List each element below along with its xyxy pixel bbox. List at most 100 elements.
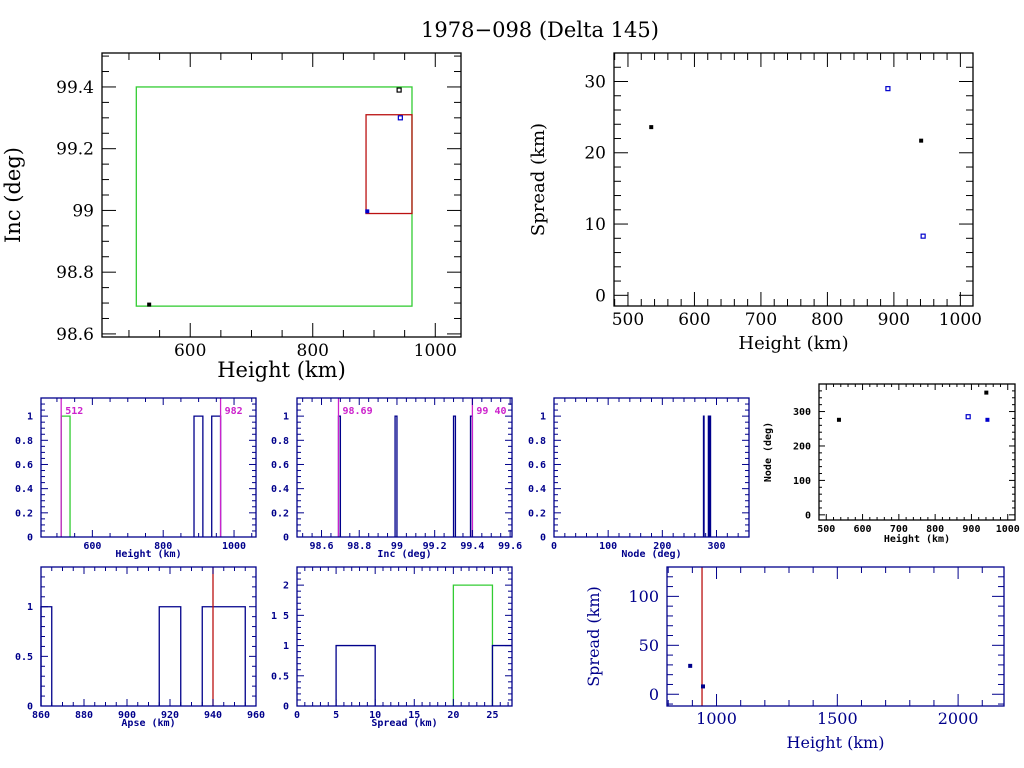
x-axis-label: Height (km)	[738, 333, 848, 354]
spread-vs-height-top-chart: 500 600 700 800 900 1000 0 10 20 30 Height (km) Spr…	[528, 52, 982, 354]
y-tick-label: 1	[283, 641, 289, 652]
plot-frame	[296, 566, 513, 707]
x-tick-label: 600	[83, 541, 101, 552]
x-axis-label: Node (deg)	[621, 549, 681, 560]
y-tick-label: 0	[805, 510, 811, 521]
data-point	[365, 209, 370, 214]
x-tick-label: 99.2	[423, 541, 447, 552]
y-axis-label: Spread (km)	[584, 586, 603, 687]
histogram-bar	[452, 584, 494, 706]
data-point	[649, 125, 654, 130]
x-tick-label: 15	[408, 710, 420, 721]
x-axis-label: Apse (km)	[121, 718, 175, 729]
x-tick-label: 100	[599, 541, 617, 552]
y-tick-label: 1	[27, 412, 33, 423]
plot-frame	[666, 566, 1005, 707]
y-tick-label: 0.8	[528, 436, 546, 447]
x-tick-label: 99	[391, 541, 403, 552]
data-point	[920, 233, 926, 239]
y-tick-label: 0.2	[271, 508, 289, 519]
y-tick-label: 1 5	[271, 611, 289, 622]
marker-label: 98.69	[342, 406, 372, 417]
node-histogram-chart: 0 100 200 300 0 0.2 0.4 0.6 0.8 1 Node (deg)	[528, 397, 750, 560]
x-tick-label: 10	[369, 710, 381, 721]
x-tick-label: 99.6	[498, 541, 522, 552]
y-tick-label: 0	[649, 685, 659, 704]
y-tick-label: 0	[540, 533, 546, 544]
y-tick-label: 99	[72, 201, 94, 221]
x-axis-label: Height (km)	[884, 533, 950, 545]
data-point	[396, 87, 402, 93]
data-point	[688, 663, 693, 668]
y-tick-label: 10	[584, 215, 606, 235]
spread-histogram-chart: 0 5 10 15 20 25 0 0.5 1 1 5 2 Spread (km)	[271, 566, 513, 729]
x-tick-label: 880	[75, 710, 93, 721]
data-point	[965, 414, 971, 420]
y-tick-label: 0.6	[271, 460, 289, 471]
x-tick-label: 500	[817, 524, 835, 535]
x-tick-label: 800	[297, 341, 329, 361]
x-tick-label: 1000	[939, 310, 982, 330]
apse-histogram-chart: 860 880 900 920 940 960 0 0.5 1 Apse (km)	[15, 566, 265, 729]
x-axis-label: Height (km)	[787, 733, 885, 752]
x-tick-label: 20	[447, 710, 459, 721]
y-tick-label: 1	[27, 602, 33, 613]
data-point	[919, 138, 924, 143]
data-point	[885, 86, 891, 92]
data-point	[397, 115, 403, 121]
x-tick-label: 0	[551, 541, 557, 552]
x-tick-label: 98.6	[309, 541, 333, 552]
y-tick-label: 0	[283, 702, 289, 713]
x-tick-label: 1000	[996, 524, 1020, 535]
x-axis-label: Height (km)	[115, 548, 181, 560]
x-tick-label: 1500	[817, 709, 858, 728]
y-tick-label: 0.8	[15, 436, 33, 447]
x-tick-label: 900	[878, 310, 910, 330]
x-tick-label: 0	[294, 710, 300, 721]
y-tick-label: 0.5	[15, 652, 33, 663]
marker-label: 512	[65, 406, 83, 417]
x-tick-label: 800	[154, 541, 172, 552]
y-tick-label: 300	[793, 407, 811, 418]
histogram-bar	[201, 606, 246, 706]
data-point	[984, 390, 989, 395]
histogram-bar	[211, 415, 222, 537]
y-tick-label: 0.5	[271, 671, 289, 682]
x-tick-label: 1000	[696, 709, 737, 728]
x-tick-label: 300	[707, 541, 725, 552]
data-point	[985, 417, 990, 422]
x-tick-label: 5	[333, 710, 339, 721]
y-axis-label: Node (deg)	[763, 422, 774, 482]
y-tick-label: 0.4	[528, 484, 546, 495]
y-tick-label: 98.8	[56, 263, 94, 283]
x-tick-label: 940	[204, 710, 222, 721]
data-point	[700, 684, 705, 689]
y-tick-label: 2	[283, 581, 289, 592]
plot-frame	[818, 383, 1016, 521]
x-tick-label: 900	[118, 710, 136, 721]
x-axis-label: Inc (deg)	[377, 549, 431, 560]
y-tick-label: 0	[27, 702, 33, 713]
y-axis-label: Spread (km)	[528, 123, 549, 236]
x-tick-label: 860	[32, 710, 50, 721]
y-tick-label: 200	[793, 441, 811, 452]
figure-title: 1978−098 (Delta 145)	[421, 18, 659, 42]
y-tick-label: 0.8	[271, 436, 289, 447]
y-tick-label: 0.4	[15, 484, 33, 495]
x-tick-label: 800	[811, 310, 843, 330]
plot-frame	[40, 566, 257, 707]
x-tick-label: 920	[161, 710, 179, 721]
marker-label: 982	[225, 406, 243, 417]
y-axis-label: Inc (deg)	[1, 147, 25, 243]
selection-box	[135, 86, 413, 307]
x-tick-label: 960	[247, 710, 265, 721]
y-tick-label: 100	[793, 476, 811, 487]
y-tick-label: 0	[27, 533, 33, 544]
spread-vs-height-bottom-chart: 1000 1500 2000 0 50 100 Height (km) Spread (km)	[584, 566, 1005, 752]
histogram-bar	[702, 415, 705, 537]
x-tick-label: 800	[926, 524, 944, 535]
histogram-bar	[335, 644, 376, 706]
x-tick-label: 99.4	[460, 541, 484, 552]
x-tick-label: 1000	[414, 341, 457, 361]
